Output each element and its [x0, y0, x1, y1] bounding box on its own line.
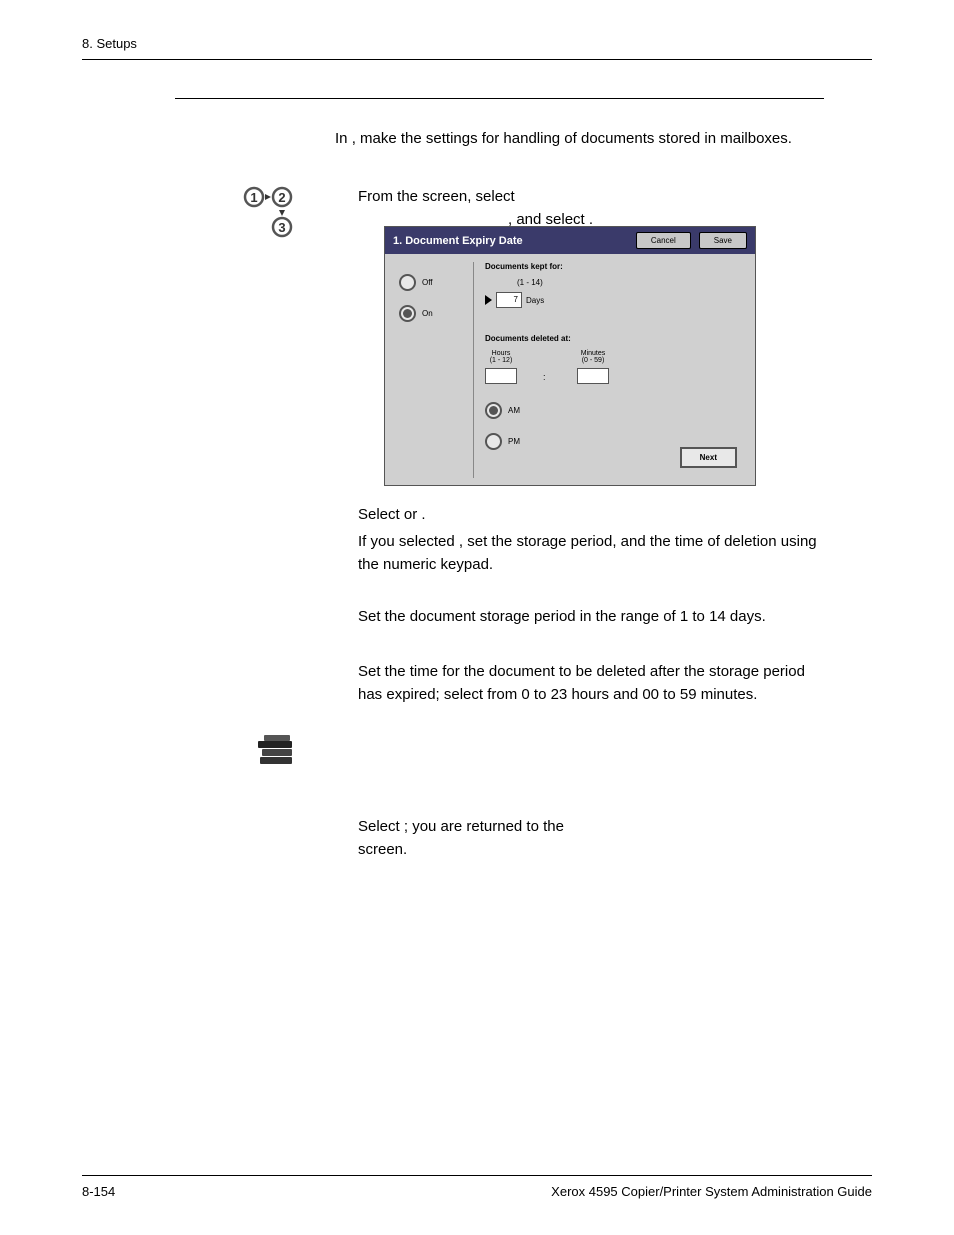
deleted-at-label: Documents deleted at:: [485, 334, 571, 343]
radio-off-label: Off: [422, 278, 433, 287]
expiry-date-dialog: 1. Document Expiry Date Cancel Save Off …: [384, 226, 756, 486]
hours-label: Hours: [485, 350, 517, 357]
intro-prefix: In: [335, 130, 352, 147]
time-colon: :: [543, 372, 546, 382]
dialog-titlebar: 1. Document Expiry Date Cancel Save: [385, 227, 755, 254]
radio-on[interactable]: On: [399, 305, 433, 322]
minutes-column: Minutes (0 - 59): [577, 350, 609, 384]
step1-instruction: From the screen, select , and select .: [358, 186, 824, 231]
step1-c: , and select: [508, 211, 589, 228]
svg-text:2: 2: [278, 190, 285, 205]
step1-d: .: [589, 211, 593, 228]
step4-a: Select: [358, 818, 404, 835]
step4-instruction: Select ; you are returned to the screen.: [358, 815, 824, 862]
hours-column: Hours (1 - 12): [485, 350, 517, 384]
minutes-label: Minutes: [577, 350, 609, 357]
radio-on-dot: [403, 309, 412, 318]
step4-c: screen.: [358, 841, 407, 858]
triangle-icon: [485, 295, 492, 305]
intro-middle: , make the settings for handling of docu…: [352, 130, 792, 147]
step2-instruction: Select or .: [358, 503, 824, 526]
radio-pm[interactable]: PM: [485, 433, 520, 450]
minutes-range: (0 - 59): [577, 357, 609, 364]
days-input[interactable]: 7: [496, 292, 522, 308]
radio-am-dot: [489, 406, 498, 415]
radio-am-circle: [485, 402, 502, 419]
dialog-title: 1. Document Expiry Date: [393, 235, 523, 247]
kept-range-text: (1 - 14): [517, 278, 543, 287]
step-sequence-icon: 1 2 3: [243, 186, 299, 238]
chapter-label: 8. Setups: [82, 36, 137, 51]
minutes-input[interactable]: [577, 368, 609, 384]
page-header: 8. Setups: [82, 36, 872, 60]
step3-a: If you selected: [358, 533, 459, 550]
step2-b: or: [404, 506, 422, 523]
radio-off[interactable]: Off: [399, 274, 433, 291]
page-number: 8-154: [82, 1184, 115, 1199]
dialog-title-buttons: Cancel Save: [636, 232, 747, 249]
next-button[interactable]: Next: [680, 447, 737, 468]
kept-description: Set the document storage period in the r…: [358, 605, 824, 628]
ampm-radio-group: AM PM: [485, 402, 520, 464]
radio-pm-circle: [485, 433, 502, 450]
kept-range-label: (1 - 14): [517, 278, 543, 287]
step2-c: .: [421, 506, 425, 523]
svg-text:3: 3: [278, 220, 285, 235]
step4-b: ; you are returned to the: [404, 818, 564, 835]
page-footer: 8-154 Xerox 4595 Copier/Printer System A…: [82, 1175, 872, 1199]
step3-instruction: If you selected , set the storage period…: [358, 530, 824, 577]
books-icon: [256, 735, 298, 771]
step1-a: From the: [358, 188, 422, 205]
save-button[interactable]: Save: [699, 232, 747, 249]
radio-on-circle: [399, 305, 416, 322]
time-row: Hours (1 - 12) Minutes (0 - 59): [485, 350, 609, 384]
step2-a: Select: [358, 506, 404, 523]
deleted-description: Set the time for the document to be dele…: [358, 660, 824, 707]
cancel-button[interactable]: Cancel: [636, 232, 691, 249]
radio-am-label: AM: [508, 406, 520, 415]
radio-off-circle: [399, 274, 416, 291]
hours-input[interactable]: [485, 368, 517, 384]
on-off-radio-group: Off On: [399, 274, 433, 336]
kept-input-row: 7 Days: [485, 292, 544, 308]
radio-am[interactable]: AM: [485, 402, 520, 419]
dialog-body: Off On Documents kept for: (1 - 14) 7 Da…: [385, 254, 755, 486]
section-divider: [175, 98, 824, 99]
step1-b: screen, select: [422, 188, 515, 205]
radio-on-label: On: [422, 309, 433, 318]
vertical-divider: [473, 262, 474, 478]
hours-range: (1 - 12): [485, 357, 517, 364]
svg-text:1: 1: [250, 190, 257, 205]
days-unit: Days: [526, 296, 544, 305]
radio-pm-label: PM: [508, 437, 520, 446]
intro-paragraph: In , make the settings for handling of d…: [335, 128, 824, 151]
footer-title: Xerox 4595 Copier/Printer System Adminis…: [551, 1184, 872, 1199]
kept-for-label: Documents kept for:: [485, 262, 563, 271]
